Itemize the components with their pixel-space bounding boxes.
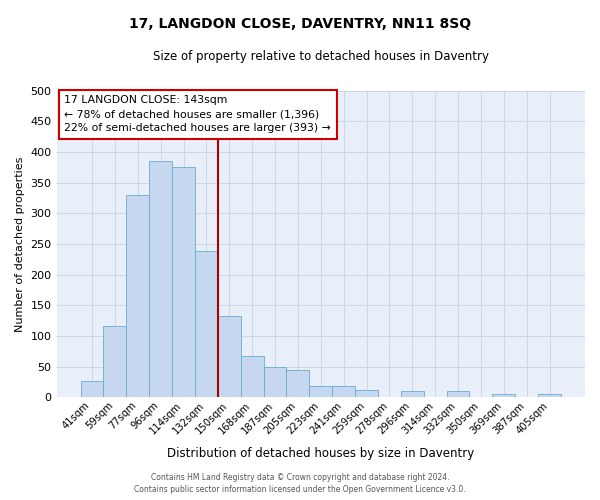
- Y-axis label: Number of detached properties: Number of detached properties: [15, 156, 25, 332]
- Title: Size of property relative to detached houses in Daventry: Size of property relative to detached ho…: [153, 50, 489, 63]
- Text: Contains HM Land Registry data © Crown copyright and database right 2024.
Contai: Contains HM Land Registry data © Crown c…: [134, 472, 466, 494]
- Text: 17 LANGDON CLOSE: 143sqm
← 78% of detached houses are smaller (1,396)
22% of sem: 17 LANGDON CLOSE: 143sqm ← 78% of detach…: [64, 95, 331, 133]
- Bar: [80, 381, 103, 398]
- Bar: [538, 394, 561, 398]
- Bar: [493, 394, 515, 398]
- Bar: [195, 252, 218, 398]
- Bar: [355, 390, 378, 398]
- X-axis label: Distribution of detached houses by size in Daventry: Distribution of detached houses by size …: [167, 447, 475, 460]
- Bar: [446, 392, 469, 398]
- Bar: [172, 168, 195, 398]
- Bar: [332, 386, 355, 398]
- Bar: [103, 326, 127, 398]
- Text: 17, LANGDON CLOSE, DAVENTRY, NN11 8SQ: 17, LANGDON CLOSE, DAVENTRY, NN11 8SQ: [129, 18, 471, 32]
- Bar: [127, 195, 149, 398]
- Bar: [401, 392, 424, 398]
- Bar: [149, 161, 172, 398]
- Bar: [286, 370, 310, 398]
- Bar: [263, 367, 286, 398]
- Bar: [218, 316, 241, 398]
- Bar: [310, 386, 332, 398]
- Bar: [241, 356, 263, 398]
